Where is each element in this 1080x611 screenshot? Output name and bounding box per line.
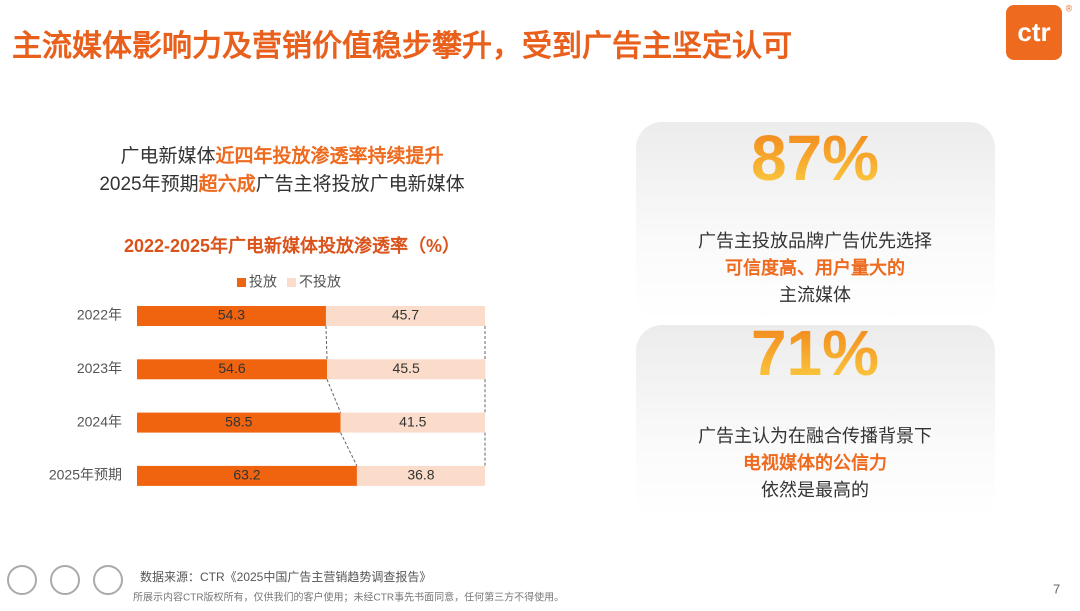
value-label: 45.5 [393, 360, 420, 376]
legend-label: 投放 [249, 274, 277, 290]
text-segment: 主流媒体 [779, 285, 851, 305]
y-tick-label: 2023年 [77, 360, 122, 376]
value-label: 45.7 [392, 307, 419, 323]
value-label: 41.5 [399, 413, 426, 429]
bar [356, 465, 485, 486]
bar [137, 359, 328, 380]
y-tick-label: 2022年 [77, 307, 122, 323]
big-figure: 87% [751, 122, 879, 194]
value-label: 58.5 [225, 413, 252, 429]
legend-label: 不投放 [299, 274, 341, 290]
chart-title: 2022-2025年广电新媒体投放渗透率（%） [124, 235, 460, 256]
text-segment: 2025年预期 [99, 173, 198, 195]
text-segment: 广告主投放品牌广告优先选择 [698, 231, 932, 251]
y-tick-label: 2024年 [77, 413, 122, 429]
copyright: 所展示内容CTR版权所有，仅供我们的客户使用；未经CTR事先书面同意，任何第三方… [133, 591, 564, 604]
legend-swatch [287, 278, 296, 287]
connector [326, 379, 342, 413]
certification-icons [7, 565, 123, 595]
text-line: 可信度高、用户量大的 [725, 257, 905, 278]
connector [340, 432, 358, 467]
value-label: 54.6 [218, 360, 245, 376]
connector [325, 325, 328, 360]
text-line: 电视媒体的公信力 [743, 452, 887, 473]
text-line: 广告主认为在融合传播背景下 [698, 426, 932, 446]
value-label: 54.3 [218, 307, 245, 323]
bar [327, 359, 486, 380]
text-line: 广告主投放品牌广告优先选择 [698, 231, 932, 251]
y-tick-label: 2025年预期 [49, 467, 122, 483]
text-line: 主流媒体 [779, 285, 851, 305]
text-segment: 广告主认为在融合传播背景下 [698, 426, 932, 446]
card [636, 122, 995, 322]
value-label: 63.2 [233, 467, 260, 483]
text-segment: 广电新媒体 [120, 145, 215, 167]
bar [325, 306, 485, 326]
big-figure: 71% [751, 317, 879, 389]
logo-mark: ® [1066, 3, 1073, 13]
legend-swatch [237, 278, 246, 287]
bar [340, 412, 485, 433]
text-segment: 依然是最高的 [761, 480, 869, 500]
text-line: 广电新媒体近四年投放渗透率持续提升 [120, 144, 443, 167]
page-number: 7 [1053, 581, 1060, 596]
value-label: 36.8 [407, 467, 434, 483]
source: 数据来源：CTR《2025中国广告主营销趋势调查报告》 [140, 569, 431, 584]
text-segment: 广告主将投放广电新媒体 [256, 173, 465, 195]
bar [137, 465, 357, 486]
text-segment: 可信度高、用户量大的 [725, 257, 905, 278]
card [636, 325, 995, 520]
text-line: 依然是最高的 [761, 480, 869, 500]
bar [137, 306, 326, 326]
text-segment: 超六成 [198, 172, 256, 195]
bar [137, 412, 341, 433]
logo [1006, 5, 1062, 60]
text-segment: 电视媒体的公信力 [743, 452, 887, 473]
text-segment: 近四年投放渗透率持续提升 [216, 144, 444, 167]
logo-text: ctr [1017, 17, 1050, 47]
text-line: 2025年预期超六成广告主将投放广电新媒体 [99, 172, 464, 195]
slide-title: 主流媒体影响力及营销价值稳步攀升，受到广告主坚定认可 [12, 29, 792, 63]
